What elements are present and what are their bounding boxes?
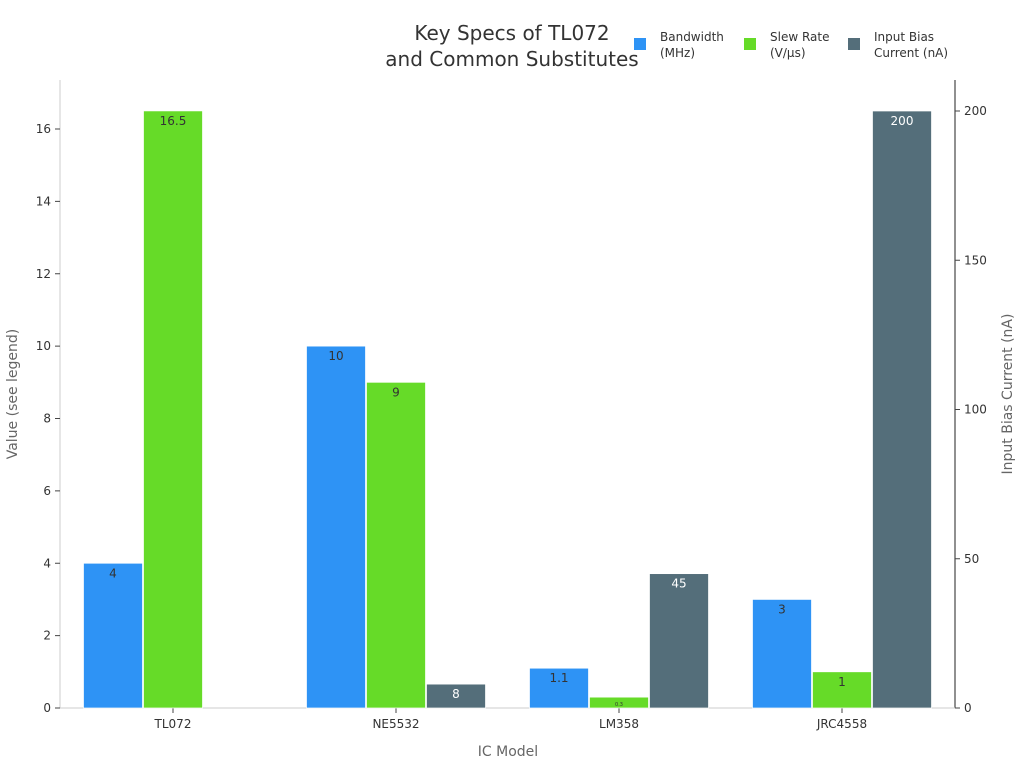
data-label: 200: [891, 114, 914, 128]
x-tick-label: NE5532: [372, 717, 419, 731]
legend-label-line2: (V/µs): [770, 46, 806, 60]
legend-label: Slew Rate: [770, 30, 829, 44]
data-label: 0.3: [615, 702, 623, 708]
x-tick-label: TL072: [154, 717, 192, 731]
bar: [143, 110, 203, 709]
data-label: 1.1: [549, 671, 568, 685]
bar: [366, 381, 426, 709]
legend-swatch: [848, 38, 860, 50]
data-label: 9: [392, 385, 400, 399]
data-label: 3: [778, 602, 786, 616]
legend-label: Input Bias: [874, 30, 934, 44]
y-tick-label: 0: [43, 701, 51, 715]
y2-tick-label: 200: [964, 104, 987, 118]
bar: [306, 345, 366, 709]
legend-label-line2: Current (nA): [874, 46, 948, 60]
bar: [426, 683, 486, 709]
bar: [589, 696, 649, 709]
data-label: 4: [109, 566, 117, 580]
bar: [529, 667, 589, 709]
y-tick-label: 12: [36, 267, 51, 281]
y2-tick-label: 100: [964, 403, 987, 417]
bar: [812, 671, 872, 709]
chart-title-line2: and Common Substitutes: [385, 47, 638, 71]
chart-title: Key Specs of TL072: [414, 21, 609, 45]
legend-swatch: [634, 38, 646, 50]
y2-tick-label: 150: [964, 253, 987, 267]
x-axis-label: IC Model: [478, 744, 538, 760]
y-tick-label: 14: [36, 194, 51, 208]
x-tick-label: JRC4558: [816, 717, 867, 731]
y2-tick-label: 50: [964, 552, 979, 566]
bar: [83, 562, 143, 709]
y-axis-label: Value (see legend): [5, 329, 21, 460]
x-tick-label: LM358: [599, 717, 639, 731]
bar: [752, 599, 812, 709]
y2-tick-label: 0: [964, 701, 972, 715]
data-label: 8: [452, 687, 460, 701]
y-tick-label: 10: [36, 339, 51, 353]
legend-label-line2: (MHz): [660, 46, 695, 60]
bar: [649, 573, 709, 709]
legend-label: Bandwidth: [660, 30, 724, 44]
y-tick-label: 2: [43, 629, 51, 643]
bar: [872, 110, 932, 709]
data-label: 1: [838, 675, 846, 689]
y-tick-label: 16: [36, 122, 51, 136]
y2-axis-label: Input Bias Current (nA): [1000, 314, 1016, 475]
y-tick-label: 4: [43, 556, 51, 570]
y-tick-label: 6: [43, 484, 51, 498]
y-tick-label: 8: [43, 412, 51, 426]
data-label: 45: [671, 577, 686, 591]
data-label: 10: [328, 349, 343, 363]
legend-swatch: [744, 38, 756, 50]
data-label: 16.5: [160, 114, 187, 128]
